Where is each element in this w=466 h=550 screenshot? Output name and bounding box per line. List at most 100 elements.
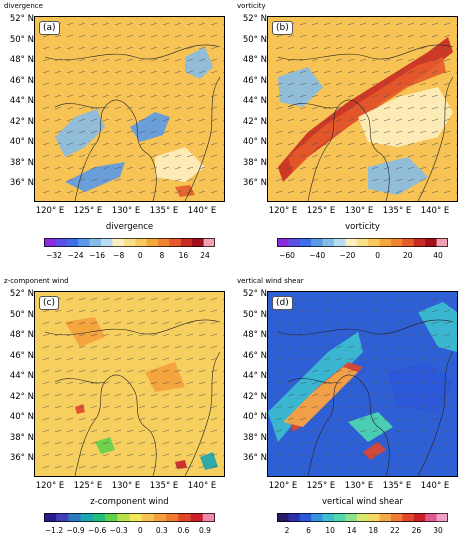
colorbar-tick-label: 0 [375,251,380,260]
wind-vector [347,190,355,194]
colorbar-swatch [180,238,193,247]
wind-vector [186,34,194,38]
colorbar-tick-label: 0.9 [199,526,211,535]
wind-vector [359,166,367,170]
wind-vector [335,297,343,301]
colorbar-tick-label: −0.6 [88,526,107,535]
wind-vector [431,190,439,194]
colorbar-tick-label: 20 [403,251,413,260]
wind-vector [359,190,367,194]
wind-vector [114,142,122,146]
wind-vector [102,417,110,421]
colorbar-swatch [277,238,289,247]
colorbar-tick-label: 18 [368,526,379,535]
wind-vector [407,22,415,26]
wind-vector [78,166,86,170]
field-contour [185,47,213,79]
wind-vector [174,82,182,86]
wind-vector [66,190,74,194]
wind-vector [371,118,379,122]
wind-vector [287,190,295,194]
wind-vector [150,357,158,361]
wind-vector [395,94,403,98]
wind-vector [90,22,98,26]
wind-vector [42,441,50,445]
wind-vector [275,309,283,313]
colorbar-tick-label: 0.6 [177,526,190,535]
wind-vector [126,441,134,445]
wind-vector [299,357,307,361]
wind-vector [323,130,331,134]
wind-vector [138,130,146,134]
lon-tick-label: 135° E [382,481,412,491]
wind-vector [287,154,295,158]
wind-vector [174,190,182,194]
wind-vector [395,369,403,373]
wind-vector [311,34,319,38]
wind-vector [78,58,86,62]
wind-vector [78,321,86,325]
wind-vector [78,70,86,74]
wind-vector [126,70,134,74]
wind-vector [359,333,367,337]
wind-vector [419,417,427,421]
wind-vector [395,22,403,26]
wind-vector [66,58,74,62]
wind-vector [162,417,170,421]
wind-vector [431,393,439,397]
wind-vector [150,333,158,337]
wind-vector [210,309,218,313]
wind-vector [431,178,439,182]
wind-vector [138,190,146,194]
wind-vector [174,333,182,337]
wind-vector [198,417,206,421]
wind-vector [66,106,74,110]
wind-vector [198,190,206,194]
colorbar-label: vertical wind shear [322,497,403,507]
wind-vector [102,405,110,409]
lat-tick-label: 40° N [242,412,267,422]
wind-vector [311,190,319,194]
wind-vector [275,58,283,62]
wind-vector [114,369,122,373]
wind-vector [431,417,439,421]
wind-vector [150,94,158,98]
field-contour [145,362,185,392]
wind-vector [395,453,403,457]
wind-vector [198,118,206,122]
wind-vector [114,190,122,194]
wind-vector [431,130,439,134]
wind-vector [66,94,74,98]
wind-vector [186,381,194,385]
wind-vector [275,166,283,170]
wind-vector [198,178,206,182]
wind-vector [299,46,307,50]
wind-vector [395,82,403,86]
colorbar-swatch [288,513,301,522]
wind-vector [335,178,343,182]
wind-vector [431,142,439,146]
wind-vector [90,465,98,469]
wind-vector [174,58,182,62]
wind-vector [162,178,170,182]
wind-vector [54,106,62,110]
wind-vector [210,94,218,98]
wind-vector [210,357,218,361]
wind-vector [287,82,295,86]
wind-vector [114,46,122,50]
wind-vector [90,142,98,146]
colorbar-swatch [169,238,182,247]
wind-vector [407,94,415,98]
colorbar-swatch [112,238,125,247]
wind-vector [54,309,62,313]
wind-vector [323,369,331,373]
wind-vector [126,106,134,110]
wind-vector [198,142,206,146]
colorbar-swatch [92,513,106,522]
colorbar-tick-label: −8 [113,251,125,260]
wind-vector [407,70,415,74]
wind-vector [90,381,98,385]
wind-vector [198,130,206,134]
wind-vector [431,465,439,469]
wind-vector [66,34,74,38]
